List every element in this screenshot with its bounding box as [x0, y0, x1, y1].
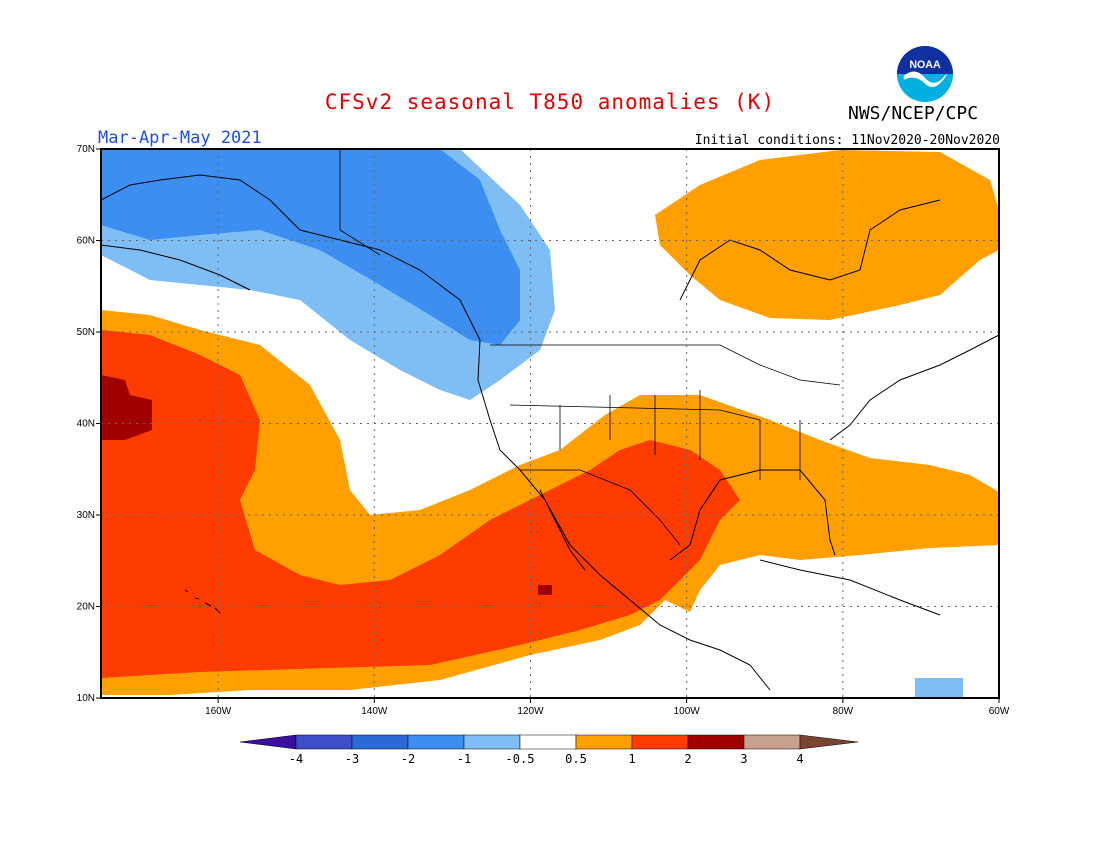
colorbar-label: 3: [740, 752, 747, 766]
colorbar-box: [743, 734, 801, 750]
colorbar-box: [575, 734, 633, 750]
colorbar-box: [463, 734, 521, 750]
region-warm-darkred-spot: [538, 585, 552, 595]
lon-tick-label: 60W: [989, 706, 1010, 717]
season-label: Mar-Apr-May 2021: [98, 128, 262, 148]
colorbar-label: 1: [628, 752, 635, 766]
colorbar-arrow-right: [799, 734, 859, 750]
svg-text:NOAA: NOAA: [909, 59, 941, 71]
axis-ticks: 160W 140W 120W 100W 80W 60W 10N 20N 30N 40N 50N 60N…: [77, 144, 1010, 717]
colorbar-label: 0.5: [565, 752, 587, 766]
lon-tick-label: 160W: [205, 706, 232, 717]
region-warm-red: [101, 330, 740, 678]
colorbar-label: 2: [684, 752, 691, 766]
colorbar-box: [295, 734, 353, 750]
colorbar-label: -4: [289, 752, 303, 766]
colorbar-box: [519, 734, 577, 750]
lat-tick-label: 20N: [77, 602, 95, 613]
colorbar-label: -2: [401, 752, 415, 766]
region-cold-caribbean: [915, 678, 963, 698]
colorbar-label: -1: [457, 752, 471, 766]
colorbar-label: -0.5: [506, 752, 535, 766]
lat-tick-label: 70N: [77, 144, 95, 155]
lat-tick-label: 30N: [77, 510, 95, 521]
lat-tick-label: 50N: [77, 327, 95, 338]
borders: [339, 149, 841, 546]
lon-tick-label: 120W: [517, 706, 544, 717]
colorbar-arrow-left: [239, 734, 297, 750]
lon-tick-label: 100W: [674, 706, 701, 717]
colorbar-box: [351, 734, 409, 750]
lon-tick-label: 80W: [833, 706, 854, 717]
lon-tick-label: 140W: [361, 706, 388, 717]
region-east-canada-warm: [655, 150, 999, 320]
colorbar-label: -3: [345, 752, 359, 766]
lat-tick-label: 40N: [77, 419, 95, 430]
lat-tick-label: 10N: [77, 693, 95, 704]
coastlines: [101, 174, 999, 691]
map-title: CFSv2 seasonal T850 anomalies (K): [324, 90, 776, 114]
graticule: [101, 149, 999, 698]
region-warm-darkred: [101, 375, 152, 440]
region-cold-blue: [101, 149, 520, 345]
colorbar-label: 4: [796, 752, 803, 766]
noaa-logo-icon: NOAA: [896, 45, 954, 103]
colorbar-box: [407, 734, 465, 750]
colorbar-box: [687, 734, 745, 750]
colorbar-box: [631, 734, 689, 750]
initial-conditions-label: Initial conditions: 11Nov2020-20Nov2020: [694, 133, 1000, 148]
agency-label: NWS/NCEP/CPC: [848, 103, 979, 124]
lat-tick-label: 60N: [77, 236, 95, 247]
